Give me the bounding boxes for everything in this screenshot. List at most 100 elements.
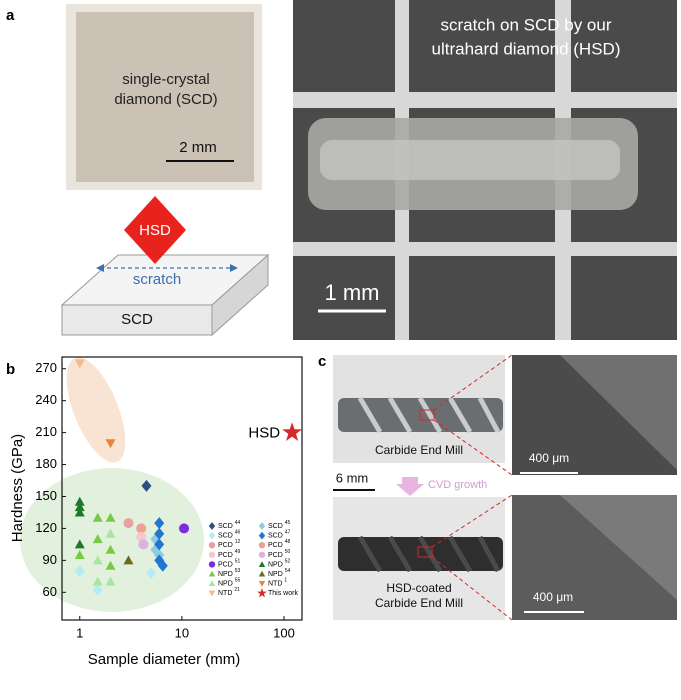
- legend-ref: 55: [235, 578, 241, 584]
- x-tick-label: 100: [273, 625, 295, 640]
- legend-entry: SCD 44: [218, 520, 241, 530]
- x-axis-label: Sample diameter (mm): [88, 651, 241, 668]
- marker: [74, 359, 85, 369]
- photo-label: Carbide End Mill: [375, 443, 463, 457]
- legend-name: SCD: [218, 523, 233, 530]
- marker: [92, 534, 103, 544]
- legend-marker: [258, 551, 266, 558]
- indenter-label: HSD: [139, 222, 171, 239]
- legend-name: NPD: [268, 561, 283, 568]
- legend-name: NTD: [268, 580, 282, 587]
- legend-ref: 54: [285, 568, 291, 574]
- photo: [76, 12, 254, 182]
- legend-ref: 46: [235, 530, 241, 536]
- marker: [154, 517, 165, 530]
- legend-name: This work: [268, 590, 298, 597]
- legend-name: NPD: [218, 580, 233, 587]
- y-tick-label: 90: [43, 552, 57, 567]
- arrow-head: [96, 264, 104, 272]
- legend-marker: [208, 561, 216, 568]
- substrate-side: [211, 253, 269, 337]
- marker: [92, 584, 103, 597]
- photo-label: single-crystal: [122, 71, 210, 88]
- panel-label: c: [318, 353, 326, 370]
- scale-label: 1 mm: [325, 280, 380, 305]
- legend-entry: This work: [268, 590, 298, 597]
- y-axis-label: Hardness (GPa): [9, 434, 26, 542]
- legend-name: NPD: [268, 571, 283, 578]
- micrograph-texture: [560, 355, 677, 470]
- marker: [92, 555, 103, 565]
- legend-ref: 44: [235, 520, 241, 526]
- legend-ref: 48: [285, 540, 291, 546]
- legend-marker: [258, 570, 266, 577]
- legend-ref: 50: [285, 549, 291, 555]
- marker: [105, 560, 116, 570]
- legend-marker: [258, 581, 266, 587]
- legend-entry: NPD 54: [268, 568, 291, 578]
- legend-name: SCD: [218, 532, 233, 539]
- legend-ref: 47: [285, 530, 291, 536]
- legend-entry: PCD 50: [268, 549, 291, 559]
- marker: [105, 576, 116, 586]
- legend-ref: 45: [285, 520, 291, 526]
- scale-label: 400 μm: [533, 590, 573, 604]
- photo-label: Carbide End Mill: [375, 596, 463, 610]
- marker: [74, 550, 85, 560]
- y-tick-label: 180: [35, 456, 57, 471]
- marker: [92, 512, 103, 522]
- y-tick-label: 210: [35, 424, 57, 439]
- micrograph-texture: [512, 495, 677, 620]
- zoom-box: [419, 409, 435, 421]
- legend-marker: [258, 522, 266, 530]
- process-label: CVD growth: [428, 479, 487, 491]
- legend-entry: NPD 52: [268, 559, 291, 569]
- legend-name: SCD: [268, 523, 283, 530]
- zoom-line: [433, 354, 513, 476]
- marker: [105, 512, 116, 522]
- legend-entry: PCD 48: [268, 540, 291, 550]
- legend-entry: NPD 55: [218, 578, 241, 588]
- legend-entry: SCD 45: [268, 520, 291, 530]
- legend-marker: [258, 561, 266, 567]
- legend-marker: [258, 542, 266, 549]
- legend-entry: SCD 46: [218, 530, 241, 540]
- legend-marker: [208, 570, 216, 577]
- legend-ref: 51: [235, 559, 241, 565]
- legend-ref: 12: [235, 540, 241, 546]
- legend-entry: SCD 47: [268, 530, 291, 540]
- shading-ellipse: [66, 357, 126, 463]
- x-tick-label: 10: [175, 625, 189, 640]
- legend-ref: 49: [235, 549, 241, 555]
- process-arrow: [396, 477, 424, 496]
- marker: [105, 439, 116, 449]
- marker: [141, 479, 152, 492]
- x-tick-label: 1: [76, 625, 83, 640]
- marker: [154, 527, 165, 540]
- legend-name: PCD: [218, 542, 233, 549]
- legend-entry: PCD 51: [218, 559, 241, 569]
- marker: [74, 502, 85, 512]
- marker: [136, 523, 147, 534]
- photo-label: scratch on SCD by our: [440, 15, 611, 34]
- legend-ref: 1: [284, 578, 287, 584]
- marker: [74, 565, 85, 578]
- marker: [282, 422, 302, 441]
- legend-ref: 21: [234, 588, 240, 594]
- y-tick-label: 270: [35, 360, 57, 375]
- legend-name: SCD: [268, 532, 283, 539]
- legend-marker: [208, 531, 216, 540]
- legend-entry: PCD 49: [218, 549, 241, 559]
- shading: [20, 357, 204, 612]
- legend-ref: 53: [235, 568, 241, 574]
- scratch-core: [320, 140, 620, 180]
- photo-label: diamond (SCD): [114, 91, 217, 108]
- marker: [179, 523, 190, 534]
- legend-entry: NPD 53: [218, 568, 241, 578]
- y-tick-label: 240: [35, 392, 57, 407]
- legend-name: PCD: [218, 561, 233, 568]
- legend-marker: [257, 588, 267, 598]
- legend-name: PCD: [268, 552, 283, 559]
- zoom-line: [431, 494, 513, 621]
